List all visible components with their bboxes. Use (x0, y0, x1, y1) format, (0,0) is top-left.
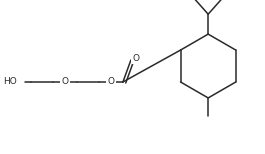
Text: O: O (107, 77, 114, 87)
Text: HO: HO (3, 77, 17, 87)
Text: O: O (132, 54, 139, 63)
Text: O: O (61, 77, 68, 87)
